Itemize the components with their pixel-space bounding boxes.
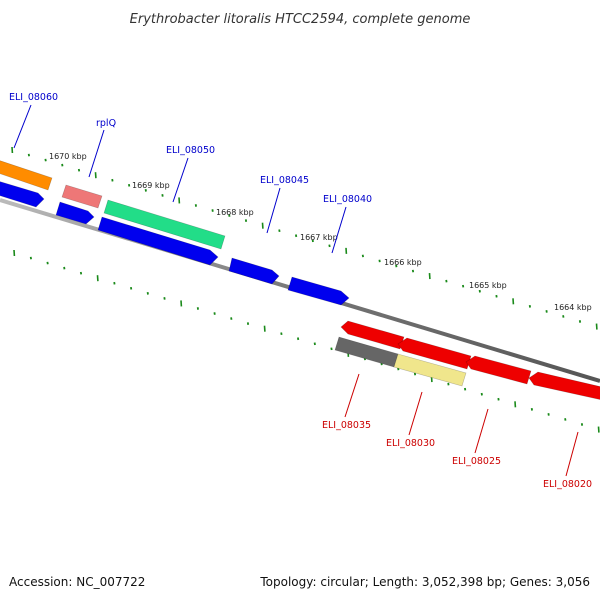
leader-eli08020 (565, 431, 579, 477)
scale-label-1670: 1670 kbp (49, 152, 87, 161)
leader-eli08045 (266, 187, 281, 234)
scale-label-1667: 1667 kbp (300, 233, 338, 242)
gene-label-eli08060[interactable]: ELI_08060 (9, 92, 58, 103)
accession-text: Accession: NC_007722 (9, 575, 145, 589)
scale-label-1669: 1669 kbp (132, 181, 170, 190)
gene-arrow-blue-4[interactable] (228, 257, 280, 285)
gene-label-eli08020[interactable]: ELI_08020 (543, 479, 592, 490)
gene-arrow-red-1[interactable] (340, 320, 405, 350)
gene-arrow-yellow[interactable] (393, 353, 467, 387)
scale-label-1666: 1666 kbp (384, 258, 422, 267)
gene-arrow-rplq[interactable] (61, 184, 103, 209)
gene-label-eli08045[interactable]: ELI_08045 (260, 175, 309, 186)
gene-label-eli08035[interactable]: ELI_08035 (322, 420, 371, 431)
leader-eli08025 (474, 408, 489, 454)
gene-arrow-blue-2[interactable] (55, 201, 95, 225)
gene-label-rplq[interactable]: rplQ (96, 118, 116, 129)
gene-label-eli08025[interactable]: ELI_08025 (452, 456, 501, 467)
leader-rplq (88, 129, 105, 178)
gene-label-eli08030[interactable]: ELI_08030 (386, 438, 435, 449)
scale-labels: 1670 kbp 1669 kbp 1668 kbp 1667 kbp 1666… (49, 152, 592, 312)
gene-features (0, 160, 600, 400)
leader-eli08035 (344, 373, 360, 418)
gene-arrow-blue-1[interactable] (0, 181, 45, 208)
scale-label-1664: 1664 kbp (554, 303, 592, 312)
forward-tick-row (11, 146, 598, 330)
gene-arrow-orange[interactable] (0, 160, 53, 191)
gene-arrow-red-3[interactable] (465, 355, 532, 385)
label-leaders (13, 104, 579, 477)
map-title: Erythrobacter litoralis HTCC2594, comple… (130, 12, 471, 27)
gene-arrow-red-4[interactable] (528, 371, 600, 400)
gene-arrow-red-2[interactable] (397, 337, 472, 370)
leader-eli08060 (13, 104, 32, 149)
reverse-tick-row (13, 249, 600, 433)
gene-label-eli08040[interactable]: ELI_08040 (323, 194, 372, 205)
gene-arrow-eli08050[interactable] (103, 199, 226, 250)
gene-arrow-blue-3[interactable] (97, 216, 219, 266)
gene-labels: ELI_08060 rplQ ELI_08050 ELI_08045 ELI_0… (9, 92, 592, 490)
scale-label-1665: 1665 kbp (469, 281, 507, 290)
gene-label-eli08050[interactable]: ELI_08050 (166, 145, 215, 156)
leader-eli08050 (172, 157, 189, 203)
topology-text: Topology: circular; Length: 3,052,398 bp… (259, 575, 590, 589)
leader-eli08040 (331, 206, 347, 254)
gene-arrow-blue-5[interactable] (287, 276, 350, 306)
scale-label-1668: 1668 kbp (216, 208, 254, 217)
leader-eli08030 (408, 391, 423, 436)
